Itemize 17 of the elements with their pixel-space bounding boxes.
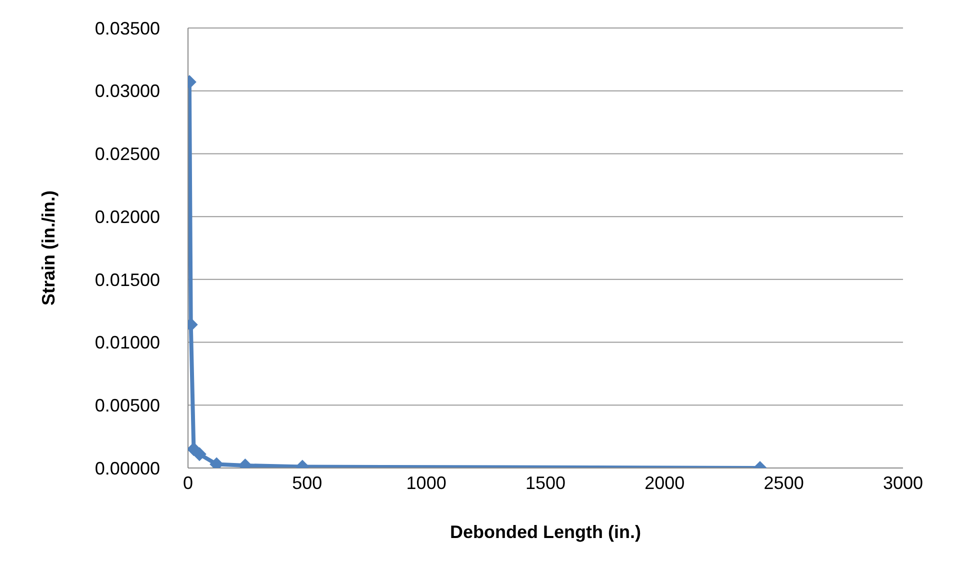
y-tick-label: 0.01000 — [94, 332, 160, 353]
y-tick-label: 0.03000 — [94, 81, 160, 102]
y-tick-label: 0.03500 — [94, 18, 160, 38]
x-tick-label: 3000 — [882, 472, 924, 493]
x-tick-label: 0 — [182, 472, 194, 493]
x-tick-label: 2000 — [644, 472, 685, 493]
y-tick-label: 0.01500 — [94, 270, 160, 290]
y-tick-label: 0.00500 — [94, 396, 160, 416]
x-tick-label: 2500 — [764, 472, 804, 493]
x-tick-label: 1500 — [525, 472, 566, 493]
y-tick-label: 0.02000 — [94, 206, 160, 227]
x-tick-label: 500 — [292, 472, 322, 493]
x-axis-title: Debonded Length (in.) — [450, 522, 641, 542]
y-tick-label: 0.00000 — [94, 458, 160, 478]
y-axis-title: Strain (in./in.) — [38, 190, 58, 306]
x-tick-label: 1000 — [406, 472, 446, 493]
y-tick-label: 0.02500 — [94, 144, 160, 164]
